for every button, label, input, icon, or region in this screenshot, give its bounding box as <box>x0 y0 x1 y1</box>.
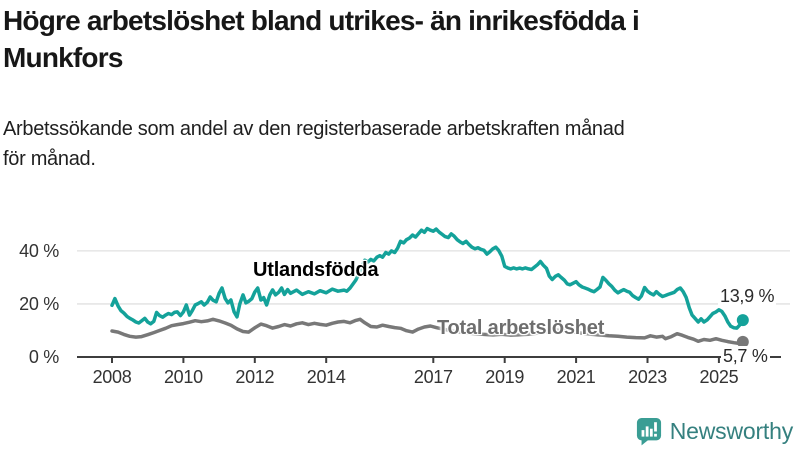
title-line-2: Munkfors <box>3 42 123 73</box>
newsworthy-logo-text: Newsworthy <box>669 418 793 444</box>
x-tick-label: 2010 <box>163 367 203 387</box>
newsworthy-logo: Newsworthy <box>636 417 793 446</box>
y-tick-label: 20 % <box>19 293 59 314</box>
x-tick-label: 2014 <box>306 367 346 387</box>
end-value-total-arbetsloshet: 5,7 % <box>721 346 770 367</box>
series-label-utlandsfodda: Utlandsfödda <box>253 259 379 281</box>
subtitle-line-2: för månad. <box>3 148 96 170</box>
total-arbetsloshet-end-dot <box>736 335 749 348</box>
chart-subtitle: Arbetssökande som andel av den registerb… <box>3 114 625 174</box>
x-tick-label: 2019 <box>485 367 525 387</box>
y-tick-label: 40 % <box>19 240 59 261</box>
page-title: Högre arbetslöshet bland utrikes- än inr… <box>3 2 640 76</box>
newsworthy-logo-icon <box>636 418 661 446</box>
x-tick-label: 2017 <box>413 367 453 387</box>
y-tick-label: 0 % <box>28 347 59 367</box>
x-tick-label: 2025 <box>699 367 739 387</box>
title-line-1: Högre arbetslöshet bland utrikes- än inr… <box>3 5 640 36</box>
subtitle-line-1: Arbetssökande som andel av den registerb… <box>3 118 625 140</box>
x-tick-label: 2023 <box>628 367 667 387</box>
utlandsfodda-end-dot <box>736 314 749 327</box>
series-label-total-arbetsloshet: Total arbetslöshet <box>437 317 605 339</box>
total-arbetsloshet-line <box>110 317 745 346</box>
x-tick-label: 2008 <box>92 367 132 387</box>
x-tick-label: 2012 <box>235 367 275 387</box>
x-tick-label: 2021 <box>556 367 596 387</box>
end-value-utlandsfodda: 13,9 % <box>718 286 777 307</box>
utlandsfodda-line <box>110 226 745 330</box>
